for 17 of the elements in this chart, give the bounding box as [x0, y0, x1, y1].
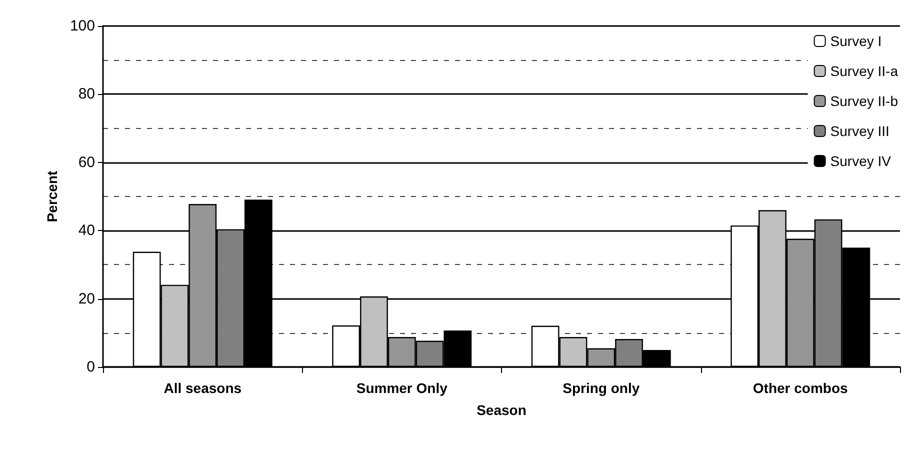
legend-label: Survey III: [830, 123, 890, 139]
y-tick-label: 40: [78, 222, 95, 240]
y-tick-label: 60: [78, 154, 95, 171]
x-tick-label: All seasons: [164, 380, 242, 396]
x-tick-label: Spring only: [562, 380, 640, 396]
y-tick-label: 20: [78, 290, 95, 308]
x-tick-label: Other combos: [752, 380, 848, 396]
x-axis-title: Season: [476, 402, 526, 418]
legend-label: Survey IV: [830, 153, 892, 169]
y-axis-title: Percent: [44, 170, 60, 222]
legend-label: Survey II-b: [830, 93, 898, 109]
legend-label: Survey I: [830, 33, 882, 49]
y-tick-label: 80: [78, 86, 95, 103]
x-tick-label: Summer Only: [356, 380, 448, 396]
legend-label: Survey II-a: [830, 63, 898, 79]
y-tick-label: 0: [86, 358, 95, 376]
y-tick-label: 100: [70, 18, 95, 34]
